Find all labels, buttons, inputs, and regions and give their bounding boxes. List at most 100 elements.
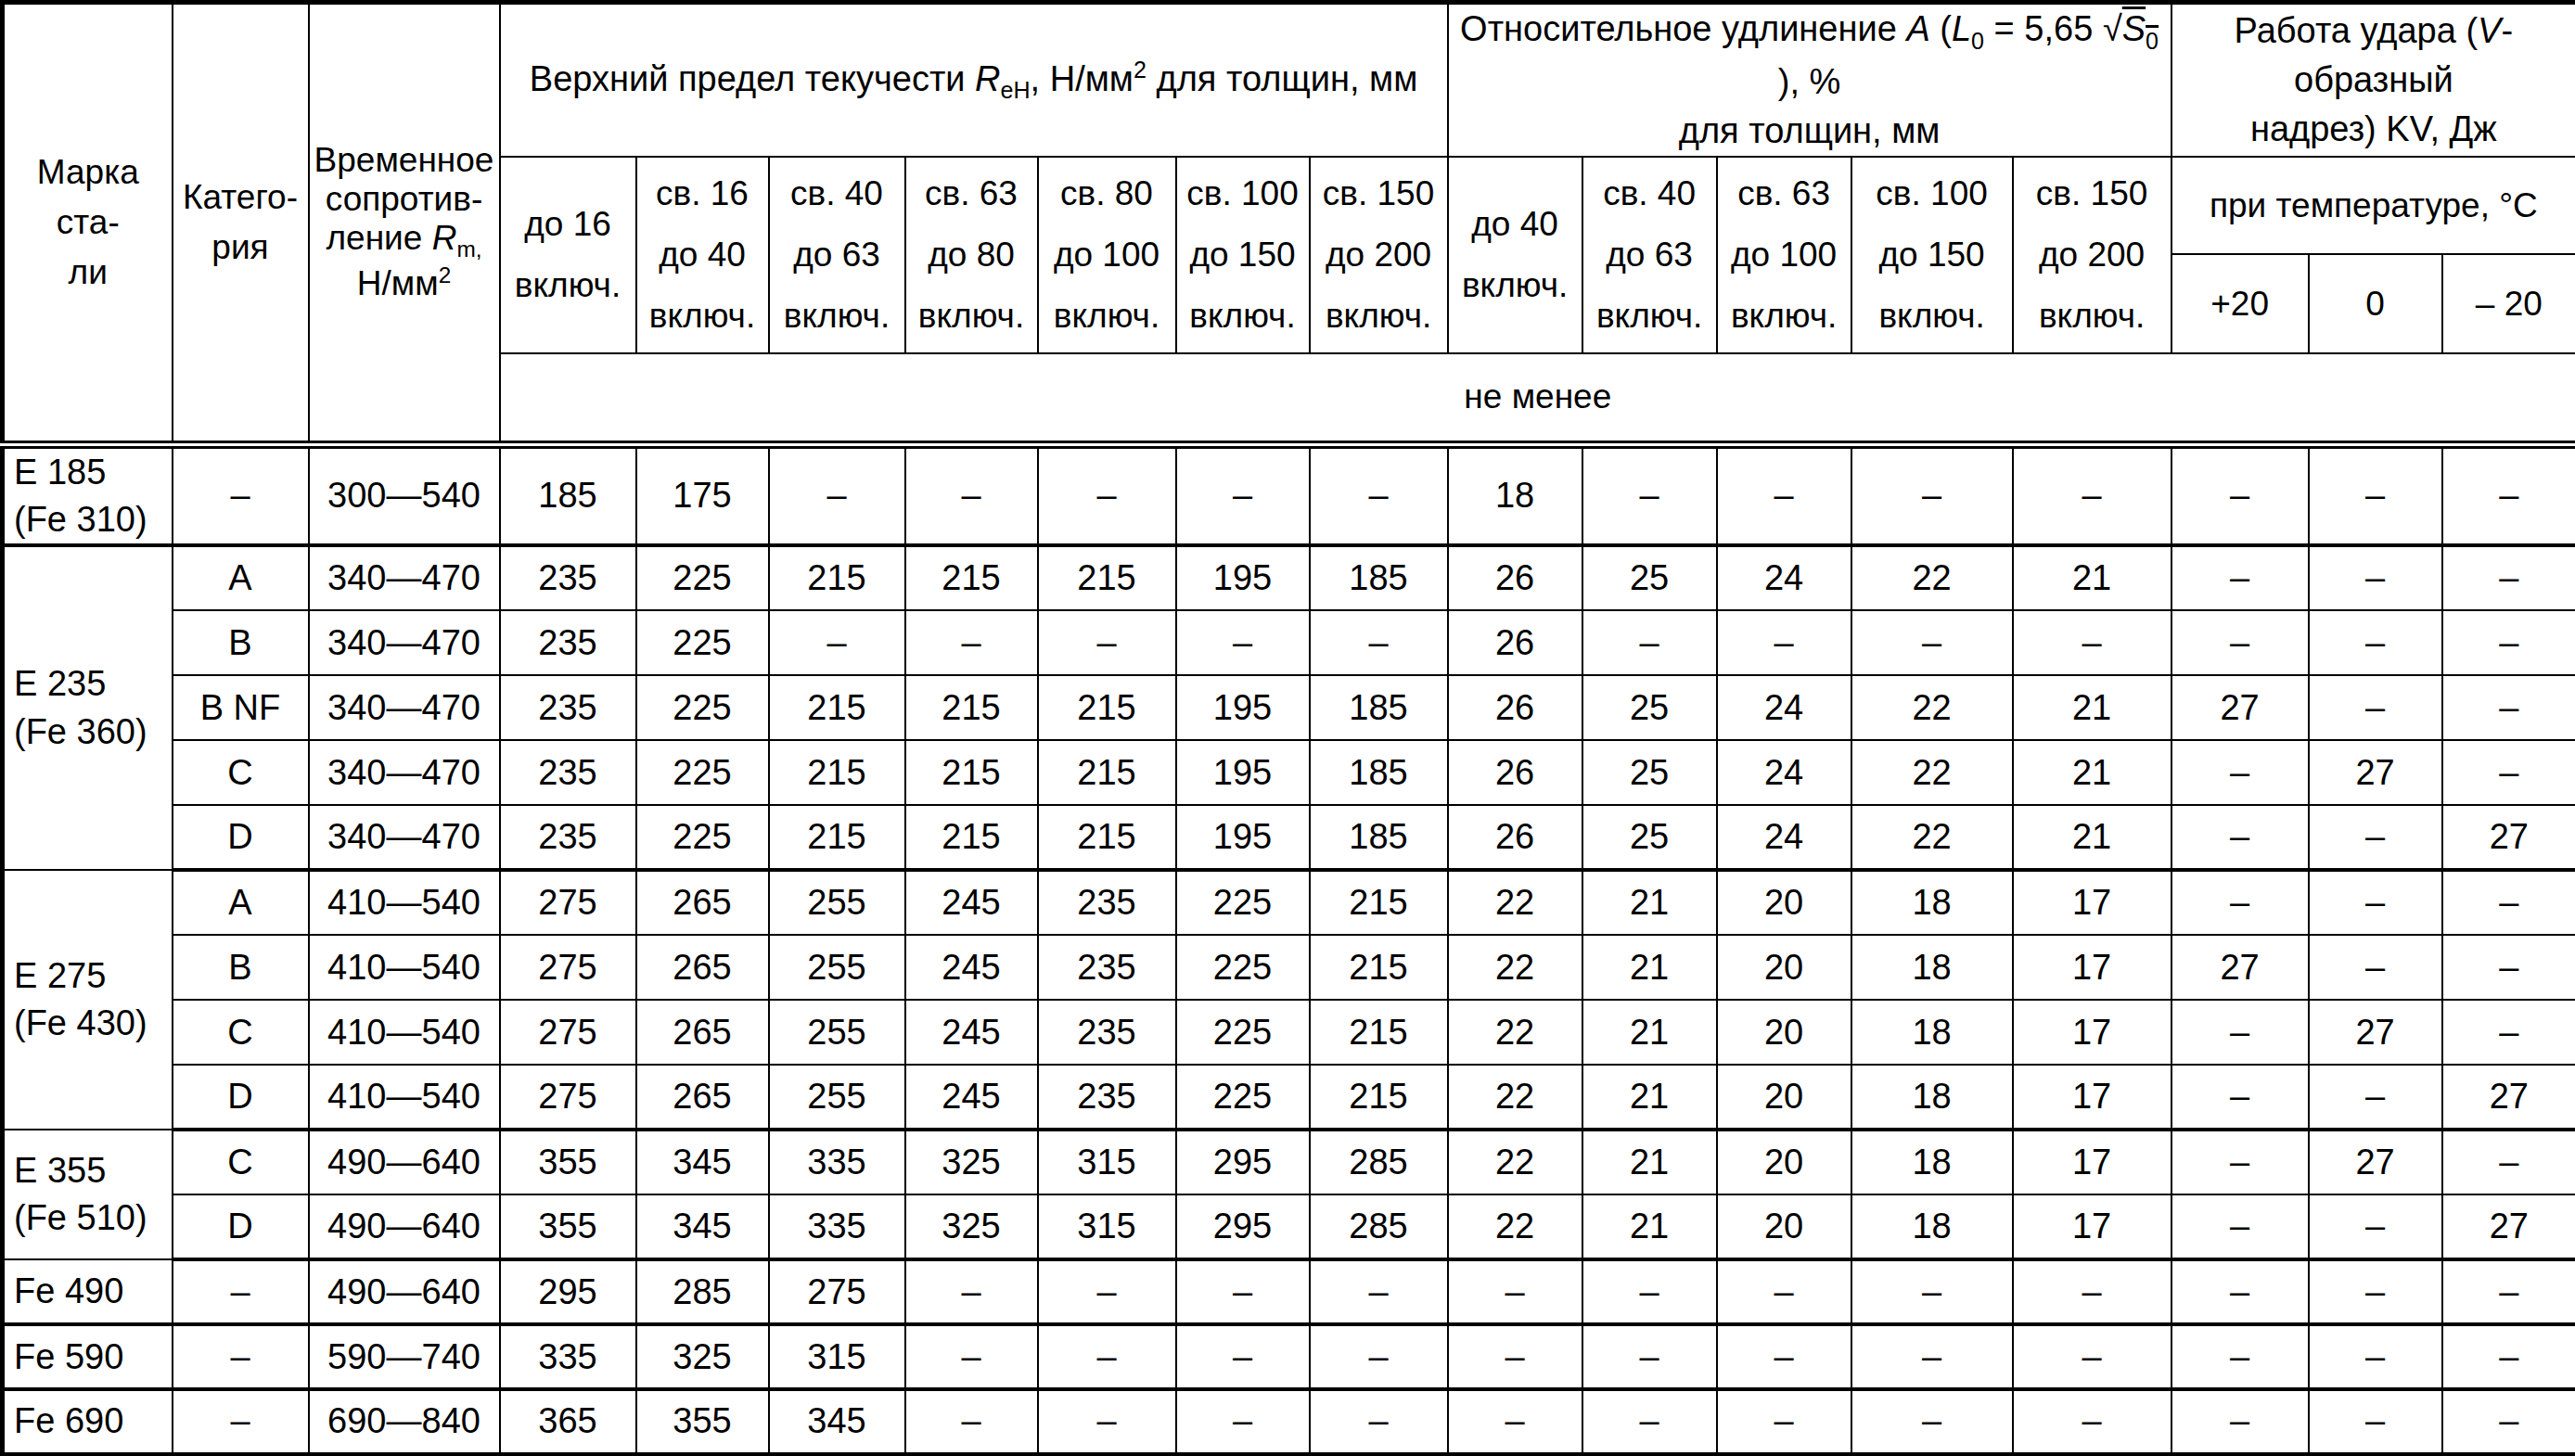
value-cell: 235 — [500, 740, 636, 805]
impact-title-line1: Работа удара (V-образный — [2178, 6, 2570, 105]
value-cell: 215 — [905, 805, 1038, 870]
value-cell: 25 — [1582, 740, 1717, 805]
elongation-symbol-l: L — [1952, 9, 1971, 48]
value-cell: 17 — [2013, 1000, 2171, 1065]
table-row: Fe 690–690—840365355345–––––––––––– — [3, 1389, 2575, 1454]
value-cell: 235 — [500, 805, 636, 870]
yield-units: , Н/мм — [1031, 59, 1134, 98]
elongation-symbol-a: A — [1906, 9, 1929, 48]
value-cell: – — [1448, 1259, 1582, 1324]
value-cell: – — [2171, 1130, 2309, 1194]
value-cell: 21 — [2013, 740, 2171, 805]
value-cell: 235 — [500, 545, 636, 610]
value-cell: 21 — [1582, 1194, 1717, 1259]
value-cell: – — [1717, 444, 1851, 545]
value-cell: 195 — [1176, 740, 1310, 805]
value-cell: 365 — [500, 1389, 636, 1454]
value-cell: 195 — [1176, 545, 1310, 610]
value-cell: 185 — [1310, 740, 1448, 805]
value-cell: – — [1176, 444, 1310, 545]
value-cell: 27 — [2171, 675, 2309, 740]
value-cell: 255 — [769, 870, 905, 935]
value-cell: 295 — [1176, 1194, 1310, 1259]
elongation-percent: ), % — [1778, 62, 1841, 101]
value-cell: – — [2013, 1324, 2171, 1389]
value-cell: – — [1448, 1324, 1582, 1389]
value-cell: – — [2171, 1194, 2309, 1259]
grade-cell: Fe 590 — [3, 1324, 173, 1389]
value-cell: 225 — [636, 675, 769, 740]
value-cell: – — [1310, 1324, 1448, 1389]
value-cell: – — [1310, 1259, 1448, 1324]
value-cell: 21 — [1582, 870, 1717, 935]
value-cell: 20 — [1717, 1065, 1851, 1130]
elongation-sub-s: 0 — [2146, 28, 2159, 54]
table-row: Е 235 (Fe 360)A340—470235225215215215195… — [3, 545, 2575, 610]
tensile-range-cell: 410—540 — [309, 1000, 500, 1065]
value-cell: 22 — [1448, 1194, 1582, 1259]
yield-col-1: до 16 включ. — [500, 157, 636, 353]
value-cell: – — [2442, 1000, 2575, 1065]
table-body: Е 185 (Fe 310)–300—540185175–––––18–––––… — [3, 444, 2575, 1454]
table-row: Е 185 (Fe 310)–300—540185175–––––18–––––… — [3, 444, 2575, 545]
value-cell: 225 — [636, 545, 769, 610]
temp-col-minus20: – 20 — [2442, 254, 2575, 353]
value-cell: – — [2013, 1259, 2171, 1324]
value-cell: 265 — [636, 1000, 769, 1065]
header-steel-grade: Марка ста- ли — [3, 3, 173, 445]
value-cell: – — [2309, 935, 2442, 1000]
value-cell: 17 — [2013, 935, 2171, 1000]
value-cell: – — [2442, 675, 2575, 740]
rm-symbol: R — [432, 219, 457, 257]
yield-col-3: св. 40 до 63 включ. — [769, 157, 905, 353]
value-cell: – — [2013, 1389, 2171, 1454]
value-cell: – — [1310, 444, 1448, 545]
rm-line2: сопротив- — [326, 180, 482, 218]
rm-units: Н/мм — [357, 265, 439, 303]
impact-title-text: Работа удара ( — [2235, 11, 2478, 50]
value-cell: – — [2171, 1389, 2309, 1454]
value-cell: 185 — [1310, 805, 1448, 870]
elong-col-3: св. 63 до 100 включ. — [1717, 157, 1851, 353]
tensile-range-cell: 340—470 — [309, 545, 500, 610]
category-cell: C — [173, 740, 309, 805]
not-less-than-label: не менее — [500, 353, 2575, 444]
value-cell: 325 — [636, 1324, 769, 1389]
value-cell: 235 — [1038, 935, 1176, 1000]
table-row: B340—470235225–––––26––––––– — [3, 610, 2575, 675]
value-cell: – — [1038, 1324, 1176, 1389]
table-row: D410—5402752652552452352252152221201817–… — [3, 1065, 2575, 1130]
value-cell: 285 — [636, 1259, 769, 1324]
value-cell: 185 — [1310, 545, 1448, 610]
value-cell: – — [2442, 444, 2575, 545]
category-cell: B — [173, 610, 309, 675]
value-cell: – — [2442, 1324, 2575, 1389]
elongation-coef: = 5,65 — [1984, 9, 2103, 48]
value-cell: – — [2171, 610, 2309, 675]
elongation-symbol-s: S — [2122, 9, 2146, 48]
value-cell: 225 — [1176, 1000, 1310, 1065]
value-cell: 275 — [500, 1065, 636, 1130]
value-cell: 335 — [500, 1324, 636, 1389]
value-cell: 235 — [500, 610, 636, 675]
value-cell: – — [905, 610, 1038, 675]
table-row: D340—4702352252152152151951852625242221–… — [3, 805, 2575, 870]
value-cell: – — [2171, 1000, 2309, 1065]
category-cell: A — [173, 545, 309, 610]
header-elongation-group: Относительное удлинение A (L0 = 5,65 √S0… — [1448, 3, 2171, 158]
value-cell: 22 — [1448, 935, 1582, 1000]
value-cell: – — [2442, 870, 2575, 935]
tensile-range-cell: 490—640 — [309, 1130, 500, 1194]
value-cell: 27 — [2171, 935, 2309, 1000]
value-cell: – — [2309, 675, 2442, 740]
rm-line3: ление — [327, 219, 432, 257]
value-cell: 18 — [1851, 1194, 2013, 1259]
value-cell: 195 — [1176, 805, 1310, 870]
value-cell: – — [2309, 610, 2442, 675]
value-cell: 235 — [1038, 870, 1176, 935]
value-cell: 27 — [2442, 805, 2575, 870]
rm-line1: Временное — [314, 141, 494, 179]
value-cell: 235 — [1038, 1000, 1176, 1065]
category-cell: B NF — [173, 675, 309, 740]
value-cell: 225 — [636, 610, 769, 675]
